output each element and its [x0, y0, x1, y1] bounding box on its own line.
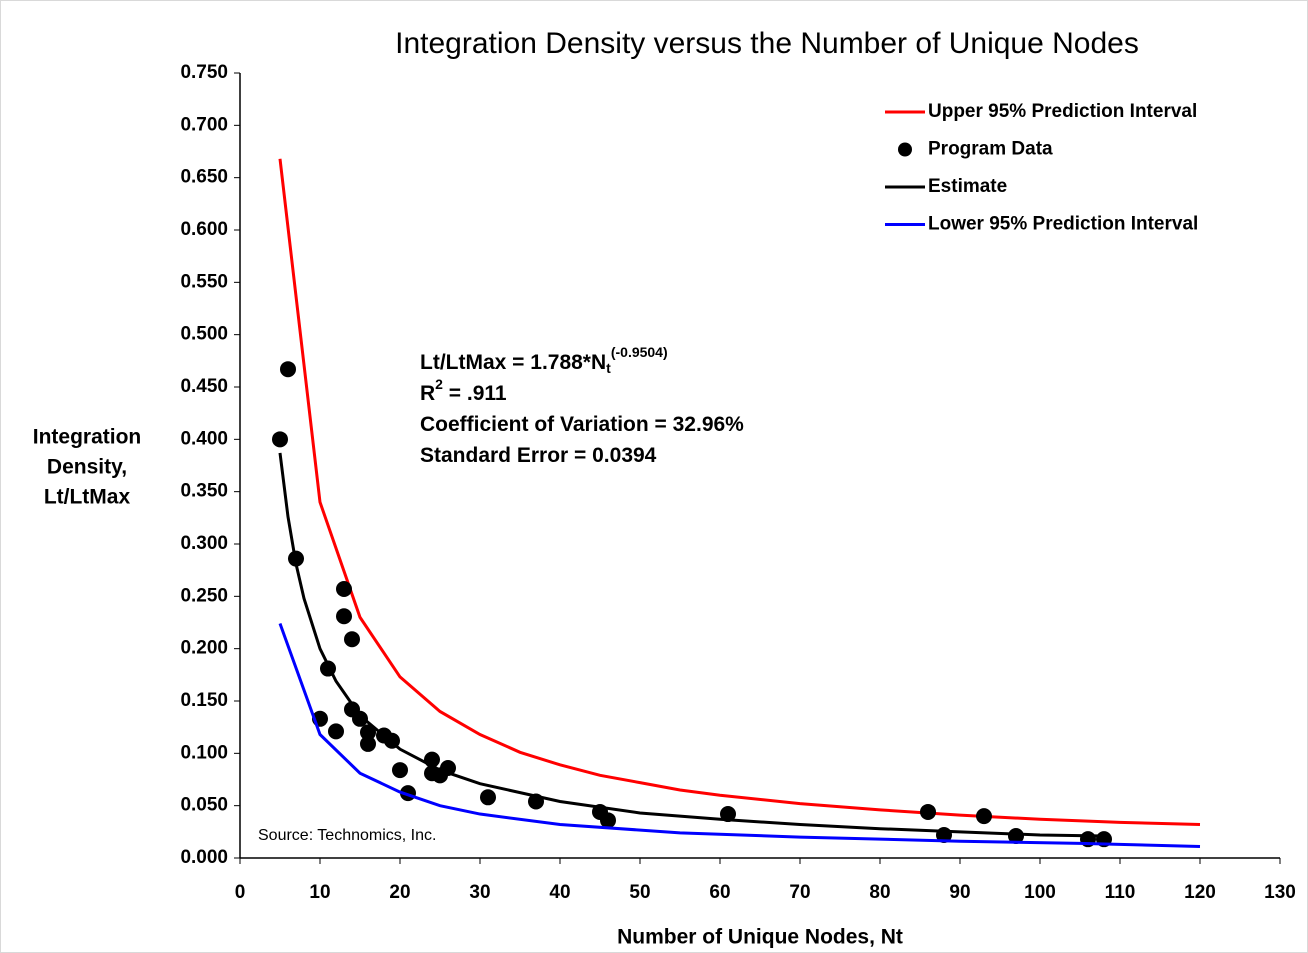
y-tick-label: 0.400	[180, 428, 228, 449]
x-tick-label: 0	[235, 882, 246, 903]
legend-label: Program Data	[928, 139, 1053, 160]
x-tick-label: 100	[1024, 882, 1056, 903]
y-tick-label: 0.550	[180, 271, 228, 292]
y-tick-label: 0.700	[180, 114, 228, 135]
annotation-sup: 2	[435, 376, 443, 392]
data-point	[1008, 828, 1024, 845]
y-tick-label: 0.300	[180, 533, 228, 554]
legend-marker	[898, 142, 912, 157]
y-tick-label: 0.750	[180, 62, 228, 83]
data-point	[336, 608, 352, 625]
x-tick-label: 70	[789, 882, 810, 903]
annotation-text: Lt/LtMax = 1.788*N	[420, 351, 606, 374]
chart-title: Integration Density versus the Number of…	[395, 27, 1139, 60]
data-point	[920, 803, 936, 820]
series-line	[278, 158, 1201, 827]
data-point	[360, 724, 376, 741]
x-tick-label: 40	[549, 882, 570, 903]
y-axis-label: Lt/LtMax	[44, 486, 131, 509]
data-point	[360, 735, 376, 752]
annotation-sub: t	[606, 360, 611, 376]
y-tick-label: 0.250	[180, 585, 228, 606]
data-point	[328, 723, 344, 740]
x-tick-label: 90	[949, 882, 970, 903]
data-point	[976, 808, 992, 825]
y-axis-label: Density,	[47, 456, 127, 479]
annotation: Coefficient of Variation = 32.96%	[420, 413, 744, 436]
y-tick-label: 0.150	[180, 690, 228, 711]
x-tick-label: 10	[309, 882, 330, 903]
annotation: R2 = .911	[420, 376, 507, 405]
data-point	[392, 762, 408, 779]
y-tick-label: 0.500	[180, 324, 228, 345]
legend-label: Upper 95% Prediction Interval	[928, 101, 1197, 122]
legend-label: Estimate	[928, 176, 1007, 197]
x-tick-label: 80	[869, 882, 890, 903]
data-point	[336, 581, 352, 598]
x-tick-label: 130	[1264, 882, 1296, 903]
data-point	[352, 710, 368, 727]
y-axis-label: Integration	[33, 426, 142, 449]
y-tick-label: 0.450	[180, 376, 228, 397]
y-tick-label: 0.200	[180, 638, 228, 659]
annotation-rest: = .911	[443, 382, 507, 405]
annotation: Lt/LtMax = 1.788*Nt(-0.9504)	[420, 344, 668, 376]
annotation-text: R	[420, 382, 435, 405]
annotation-sup: (-0.9504)	[611, 344, 668, 360]
annotation-text: Standard Error = 0.0394	[420, 444, 657, 467]
legend-label: Lower 95% Prediction Interval	[928, 214, 1198, 235]
annotation-text: Coefficient of Variation = 32.96%	[420, 413, 744, 436]
y-tick-label: 0.600	[180, 219, 228, 240]
x-tick-label: 110	[1105, 882, 1136, 903]
x-tick-label: 120	[1184, 882, 1216, 903]
data-point	[272, 431, 288, 448]
x-axis-label: Number of Unique Nodes, Nt	[617, 926, 903, 949]
y-tick-label: 0.650	[180, 167, 228, 188]
data-point	[480, 789, 496, 806]
data-point	[344, 631, 360, 648]
source: Source: Technomics, Inc.	[258, 827, 436, 844]
y-tick-label: 0.050	[180, 795, 228, 816]
y-tick-label: 0.350	[180, 481, 228, 502]
annotation: Standard Error = 0.0394	[420, 444, 657, 467]
series-line	[278, 452, 1105, 838]
series-line	[278, 623, 1201, 848]
x-tick-label: 50	[629, 882, 650, 903]
x-tick-label: 20	[389, 882, 410, 903]
data-point	[600, 812, 616, 829]
y-tick-label: 0.100	[180, 742, 228, 763]
x-tick-label: 30	[469, 882, 490, 903]
x-tick-label: 60	[709, 882, 730, 903]
data-point	[280, 361, 296, 378]
y-tick-label: 0.000	[180, 847, 228, 868]
